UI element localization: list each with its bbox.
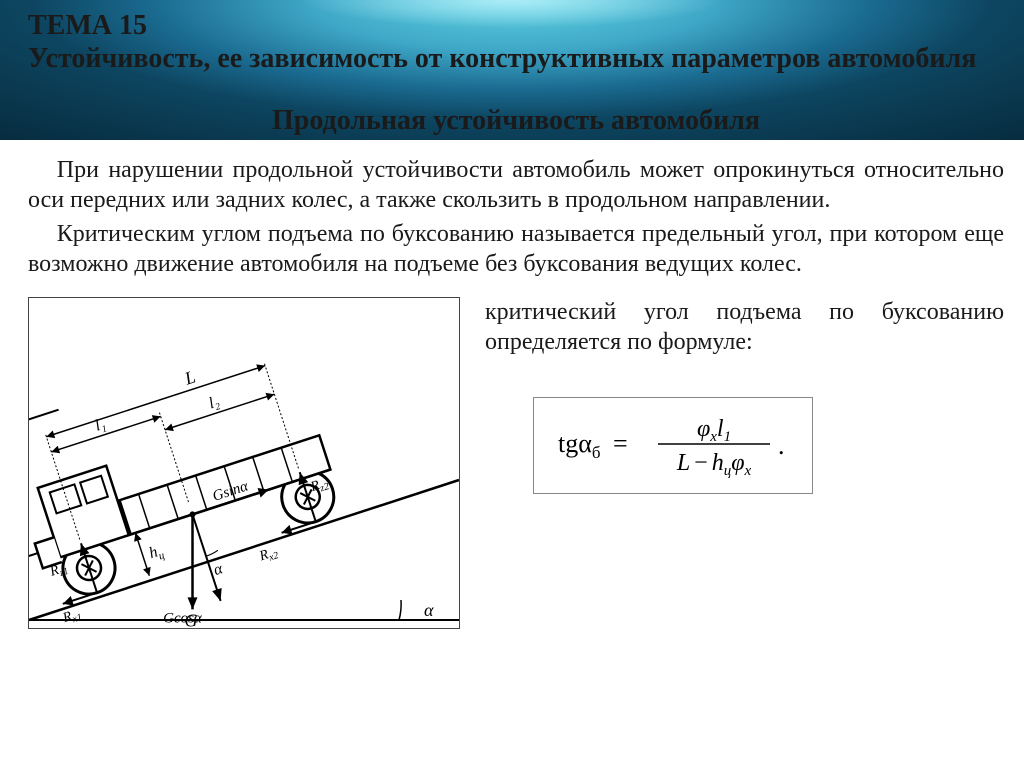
right-column: критический угол подъема по буксованию о… [485, 297, 1004, 629]
svg-text:Gcosα: Gcosα [163, 610, 203, 626]
subheading: Продольная устойчивость автомобиля [28, 105, 1004, 137]
formula-intro-text: критический угол подъема по буксованию о… [485, 297, 1004, 357]
body-text: При нарушении продольной устойчивости ав… [28, 155, 1004, 279]
topic-label: ТЕМА 15 [28, 10, 1004, 42]
paragraph-1: При нарушении продольной устойчивости ав… [28, 155, 1004, 215]
formula-box: tgαб = φxl1 L−hцφx . [533, 397, 813, 494]
svg-text:Rx2: Rx2 [257, 544, 280, 566]
svg-text:L: L [181, 366, 198, 388]
lower-section: α [28, 297, 1004, 629]
svg-text:.: . [778, 431, 785, 460]
slide-content: ТЕМА 15 Устойчивость, ее зависимость от … [0, 0, 1024, 629]
formula-svg: tgαб = φxl1 L−hцφx . [558, 408, 788, 478]
svg-text:hц: hц [147, 541, 166, 564]
diagram-svg: α [29, 298, 459, 628]
svg-text:tgαб =: tgαб = [558, 429, 628, 464]
svg-text:l₂: l₂ [207, 393, 222, 412]
angle-alpha-ground: α [424, 600, 434, 620]
svg-text:φxl1: φxl1 [697, 416, 731, 445]
svg-text:L−hцφx: L−hцφx [676, 450, 752, 478]
paragraph-2: Критическим углом подъема по буксованию … [28, 219, 1004, 279]
topic-title: Устойчивость, ее зависимость от конструк… [28, 44, 1004, 75]
truck-incline-diagram: α [28, 297, 460, 629]
